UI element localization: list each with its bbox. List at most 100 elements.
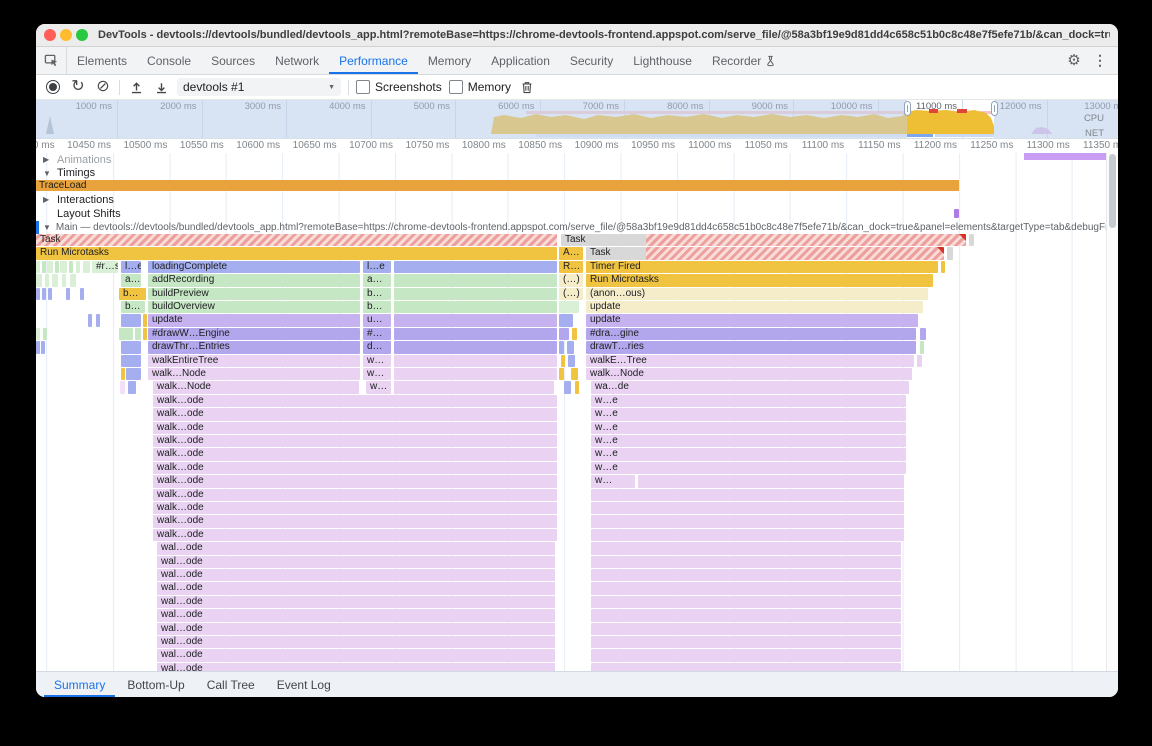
flame-bar[interactable] bbox=[394, 354, 557, 367]
flame-bar-loadingcomplete[interactable]: loadingComplete bbox=[148, 260, 360, 274]
flame-bar-wal-ode[interactable]: wal…ode bbox=[157, 542, 555, 555]
flame-bar[interactable] bbox=[36, 274, 42, 287]
flame-bar-wal-ode[interactable]: wal…ode bbox=[157, 622, 555, 635]
flame-bar-#r-s[interactable]: #r…s bbox=[92, 260, 118, 274]
disclosure-triangle-icon[interactable]: ▶ bbox=[43, 195, 50, 204]
flame-bar-drawthr-entries[interactable]: drawThr…Entries bbox=[148, 341, 360, 354]
flame-bar-b-[interactable]: b… bbox=[363, 301, 391, 314]
flame-bar[interactable] bbox=[394, 301, 557, 314]
minimize-window-button[interactable] bbox=[60, 29, 72, 41]
flame-bar[interactable] bbox=[41, 341, 45, 354]
flame-bar[interactable] bbox=[36, 260, 40, 274]
flame-bar[interactable] bbox=[119, 327, 133, 341]
flame-bar[interactable] bbox=[80, 287, 84, 300]
save-profile-button[interactable] bbox=[152, 75, 170, 99]
flame-bar[interactable] bbox=[646, 234, 966, 247]
bottom-tab-summary[interactable]: Summary bbox=[44, 672, 115, 697]
flame-bar[interactable] bbox=[917, 354, 922, 367]
flame-bar-a-[interactable]: a… bbox=[121, 274, 141, 287]
flame-bar[interactable] bbox=[126, 368, 141, 381]
flame-bar-#draww-engine[interactable]: #drawW…Engine bbox=[148, 327, 360, 341]
flame-bar[interactable] bbox=[76, 260, 80, 274]
tab-console[interactable]: Console bbox=[137, 47, 201, 74]
flame-bar[interactable] bbox=[88, 314, 92, 327]
clear-button[interactable]: ⊘ bbox=[94, 75, 112, 99]
disclosure-triangle-icon[interactable]: ▼ bbox=[43, 168, 51, 178]
flame-bar-b-[interactable]: b… bbox=[119, 287, 146, 300]
scrollbar-thumb[interactable] bbox=[1108, 154, 1116, 228]
flame-bar-task[interactable]: Task bbox=[36, 234, 557, 247]
flame-bar-l-e[interactable]: l…e bbox=[363, 260, 391, 274]
disclosure-triangle-icon[interactable]: ▼ bbox=[43, 223, 51, 232]
flame-bar-wal-ode[interactable]: wal…ode bbox=[157, 609, 555, 622]
flame-bar[interactable] bbox=[564, 381, 571, 394]
flame-bar[interactable] bbox=[591, 636, 901, 649]
flame-bar-walk-node[interactable]: walk…Node bbox=[586, 368, 912, 381]
track-animations[interactable]: ▶ Animations bbox=[36, 153, 1118, 166]
flame-bar-w-e[interactable]: w…e bbox=[591, 461, 906, 475]
zoom-window-button[interactable] bbox=[76, 29, 88, 41]
flame-bar-walkentiretree[interactable]: walkEntireTree bbox=[148, 354, 360, 367]
flame-bar[interactable] bbox=[969, 234, 974, 247]
gc-trash-button[interactable] bbox=[518, 75, 536, 99]
tab-lighthouse[interactable]: Lighthouse bbox=[623, 47, 702, 74]
track-layout-shifts[interactable]: Layout Shifts bbox=[36, 207, 1118, 221]
flame-bar-a-[interactable]: a… bbox=[363, 274, 391, 287]
flame-bar[interactable] bbox=[52, 274, 58, 287]
flame-bar[interactable] bbox=[941, 260, 945, 274]
flame-bar[interactable] bbox=[394, 381, 554, 394]
flame-bar[interactable] bbox=[394, 274, 557, 287]
flame-bar-walk-ode[interactable]: walk…ode bbox=[153, 488, 557, 501]
trace-load-bar[interactable]: TraceLoad bbox=[36, 180, 959, 191]
flame-bar[interactable] bbox=[591, 595, 901, 609]
bottom-tab-call-tree[interactable]: Call Tree bbox=[206, 677, 255, 692]
flame-bar[interactable] bbox=[394, 260, 557, 274]
more-options-button[interactable]: ⋮ bbox=[1088, 49, 1112, 73]
flame-bar-w-[interactable]: w… bbox=[363, 368, 391, 381]
flame-bar[interactable] bbox=[135, 327, 141, 341]
flame-bar-w-[interactable]: w… bbox=[366, 381, 391, 394]
flame-bar[interactable] bbox=[394, 287, 557, 300]
disclosure-triangle-icon[interactable]: ▶ bbox=[43, 155, 50, 164]
flame-bar[interactable] bbox=[69, 260, 73, 274]
memory-checkbox-group[interactable]: Memory bbox=[448, 80, 511, 94]
overview-left-handle[interactable] bbox=[903, 101, 911, 116]
flame-bar-wal-ode[interactable]: wal…ode bbox=[157, 595, 555, 609]
inspect-element-button[interactable] bbox=[36, 47, 67, 74]
flame-bar-walk-ode[interactable]: walk…ode bbox=[153, 408, 557, 421]
flame-bar[interactable] bbox=[591, 528, 904, 542]
tab-application[interactable]: Application bbox=[481, 47, 560, 74]
flame-bar[interactable] bbox=[60, 260, 67, 274]
flame-bar[interactable] bbox=[96, 314, 100, 327]
flame-bar-run-microtasks[interactable]: Run Microtasks bbox=[586, 274, 933, 287]
flame-bar[interactable] bbox=[143, 314, 147, 327]
flame-bar-timer-fired[interactable]: Timer Fired bbox=[586, 260, 938, 274]
flame-bar-walk-node[interactable]: walk…Node bbox=[153, 381, 359, 394]
flame-bar-w-e[interactable]: w…e bbox=[591, 448, 906, 461]
flame-bar[interactable] bbox=[394, 341, 557, 354]
flame-bar-wal-ode[interactable]: wal…ode bbox=[157, 636, 555, 649]
load-profile-button[interactable] bbox=[127, 75, 145, 99]
flame-bar-d-[interactable]: d… bbox=[363, 341, 391, 354]
flame-bar-b-[interactable]: b… bbox=[363, 287, 391, 300]
flame-bar[interactable] bbox=[120, 381, 125, 394]
overview-right-handle[interactable] bbox=[990, 101, 998, 116]
flame-bar[interactable] bbox=[575, 381, 579, 394]
record-button[interactable] bbox=[44, 75, 62, 99]
flame-bar[interactable] bbox=[591, 515, 904, 528]
flame-bar-walk-ode[interactable]: walk…ode bbox=[153, 461, 557, 475]
flame-bar-walk-ode[interactable]: walk…ode bbox=[153, 394, 557, 408]
flame-bar-(anon-ous)[interactable]: (anon…ous) bbox=[586, 287, 928, 300]
flame-bar-buildoverview[interactable]: buildOverview bbox=[148, 301, 360, 314]
flame-bar[interactable] bbox=[121, 341, 141, 354]
flame-bar[interactable] bbox=[947, 247, 953, 260]
flame-bar[interactable] bbox=[559, 327, 569, 341]
screenshots-checkbox[interactable] bbox=[356, 80, 370, 94]
flame-bar-#dra-gine[interactable]: #dra…gine bbox=[586, 327, 916, 341]
tab-network[interactable]: Network bbox=[265, 47, 329, 74]
flame-bar[interactable] bbox=[591, 488, 904, 501]
flame-bar-w-[interactable]: w… bbox=[363, 354, 391, 367]
flame-bar[interactable] bbox=[36, 327, 40, 341]
flame-bar-walk-ode[interactable]: walk…ode bbox=[153, 475, 557, 488]
flame-bar[interactable] bbox=[394, 368, 557, 381]
